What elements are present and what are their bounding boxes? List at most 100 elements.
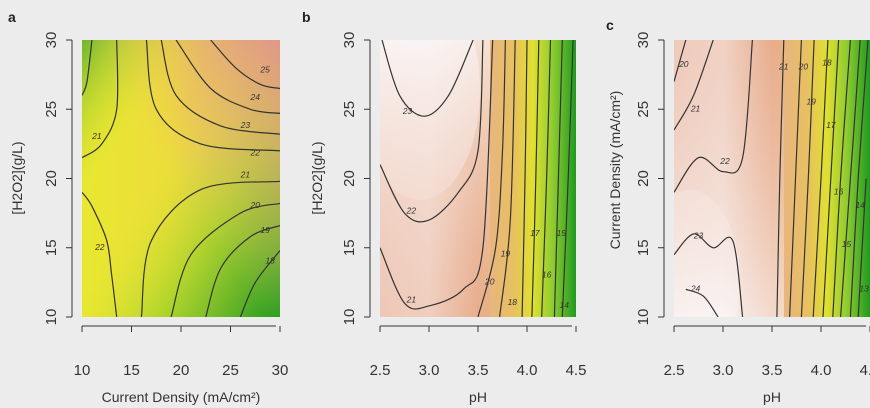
x-tick-label-c-0: 2.5 [664, 362, 685, 379]
heatmap-b: 23 22 21 20 19 18 17 16 15 14 [380, 40, 576, 317]
contour-line-a-6 [205, 225, 280, 317]
x-tick-label-b-4: 4.5 [566, 362, 587, 379]
x-tick-label-a-1: 15 [123, 362, 140, 379]
y-tick-label-b-2: 20 [341, 170, 358, 187]
panel-label-b: b [302, 9, 311, 25]
contours-c: 20 21 22 23 24 21 20 19 18 17 16 15 14 13 [674, 40, 869, 317]
contour-line-b-0 [381, 40, 474, 117]
contour-line-c-11 [840, 40, 861, 317]
contour-line-c-7 [800, 40, 815, 317]
contour-label-b-3: 20 [484, 276, 495, 286]
contour-label-c-7: 19 [806, 96, 816, 106]
x-tick-label-a-4: 30 [272, 362, 289, 379]
contour-line-b-3 [477, 40, 506, 317]
contour-label-c-13: 13 [859, 283, 869, 293]
axes-c: 2.5 3.0 3.5 4.0 4.5 10 15 20 25 30 [635, 32, 870, 379]
contour-line-c-0 [674, 40, 687, 82]
contour-label-b-9: 14 [560, 300, 570, 310]
contours-b: 23 22 21 20 19 18 17 16 15 14 [380, 40, 574, 317]
y-tick-label-c-4: 30 [635, 32, 652, 49]
contour-label-b-5: 18 [508, 297, 518, 307]
x-axis-title-b: pH [469, 389, 487, 405]
x-axis-title-a: Current Density (mA/cm²) [102, 389, 261, 405]
axes-a: 10 15 20 25 30 10 15 20 25 30 [43, 32, 288, 379]
contour-label-a-1: 24 [250, 92, 261, 102]
y-tick-label-a-2: 20 [43, 170, 60, 187]
contour-label-c-1: 21 [690, 103, 701, 113]
heatmap-a: 25 24 23 22 21 20 19 18 22 21 [82, 40, 280, 317]
contour-line-c-9 [822, 40, 840, 317]
x-tick-label-b-3: 4.0 [517, 362, 538, 379]
contour-label-b-1: 22 [406, 206, 417, 216]
x-tick-label-c-4: 4.5 [860, 362, 870, 379]
contour-line-a-5 [170, 202, 280, 317]
contour-line-c-2 [674, 40, 753, 193]
x-tick-label-a-2: 20 [173, 362, 190, 379]
y-tick-label-a-0: 10 [43, 309, 60, 326]
x-tick-label-b-2: 3.5 [468, 362, 489, 379]
contour-line-b-4 [499, 40, 516, 317]
heatmap-c: 20 21 22 23 24 21 20 19 18 17 16 15 14 13 [674, 40, 870, 317]
contour-label-a-8: 22 [94, 242, 105, 252]
y-axis-title-b: [H2O2](g/L) [309, 141, 325, 214]
x-axis-title-c: pH [763, 389, 781, 405]
contour-label-c-0: 20 [678, 59, 689, 69]
contour-label-a-3: 22 [250, 148, 261, 158]
contour-line-a-3 [145, 40, 280, 152]
contour-label-c-3: 23 [693, 231, 704, 241]
contour-line-b-6 [531, 40, 540, 317]
contour-line-c-6 [789, 40, 802, 317]
panel-b: 23 22 21 20 19 18 17 16 15 14 b 2.5 3.0 3.5 4.0 4.5 10… [302, 9, 587, 405]
contour-label-a-4: 21 [240, 170, 251, 180]
contour-line-b-2 [380, 40, 494, 310]
y-tick-label-c-2: 20 [635, 170, 652, 187]
contour-label-b-8: 15 [557, 228, 567, 238]
contour-label-a-0: 25 [259, 64, 270, 74]
contour-line-c-3 [674, 233, 744, 317]
x-tick-label-a-3: 25 [222, 362, 239, 379]
contour-line-c-1 [674, 40, 714, 131]
contour-label-a-2: 23 [240, 120, 251, 130]
x-tick-label-c-2: 3.5 [762, 362, 783, 379]
y-tick-label-b-4: 30 [341, 32, 358, 49]
contour-label-b-4: 19 [501, 249, 511, 259]
y-tick-label-b-1: 15 [341, 239, 358, 256]
contour-label-c-11: 15 [842, 239, 852, 249]
contour-label-c-12: 14 [855, 200, 865, 210]
contour-line-a-8 [82, 191, 118, 317]
contour-label-b-2: 21 [406, 294, 417, 304]
contour-line-c-4 [685, 288, 719, 317]
contour-line-a-4 [140, 180, 280, 317]
y-tick-label-c-3: 25 [635, 101, 652, 118]
y-tick-label-a-4: 30 [43, 32, 60, 49]
contour-line-b-9 [561, 40, 574, 317]
contour-label-a-9: 21 [91, 131, 102, 141]
contour-line-c-10 [832, 40, 851, 317]
y-tick-label-c-1: 15 [635, 239, 652, 256]
contour-line-c-13 [857, 178, 867, 317]
contour-line-c-12 [849, 40, 869, 317]
contour-label-a-5: 20 [250, 200, 261, 210]
contour-label-c-8: 18 [822, 58, 832, 68]
contour-label-c-6: 20 [798, 62, 809, 72]
contour-line-a-2 [160, 40, 280, 135]
contour-line-a-1 [175, 40, 280, 114]
x-tick-label-a-0: 10 [74, 362, 91, 379]
contour-label-a-7: 18 [265, 256, 275, 266]
y-axis-title-a: [H2O2](g/L) [9, 141, 25, 214]
y-axis-title-c: Current Density (mA/cm²) [607, 91, 623, 250]
contour-label-b-7: 16 [542, 269, 552, 279]
x-tick-label-b-1: 3.0 [419, 362, 440, 379]
x-tick-label-c-1: 3.0 [713, 362, 734, 379]
contour-line-a-10 [82, 40, 93, 96]
y-tick-label-c-0: 10 [635, 309, 652, 326]
panel-label-c: c [606, 17, 614, 33]
x-tick-label-b-0: 2.5 [370, 362, 391, 379]
y-tick-label-b-3: 25 [341, 101, 358, 118]
contour-label-a-6: 19 [260, 225, 270, 235]
panel-label-a: a [8, 9, 16, 25]
panel-c: 20 21 22 23 24 21 20 19 18 17 16 15 14 13 c 2.5 3.0 3.5… [606, 17, 870, 405]
contour-line-c-8 [812, 40, 829, 317]
